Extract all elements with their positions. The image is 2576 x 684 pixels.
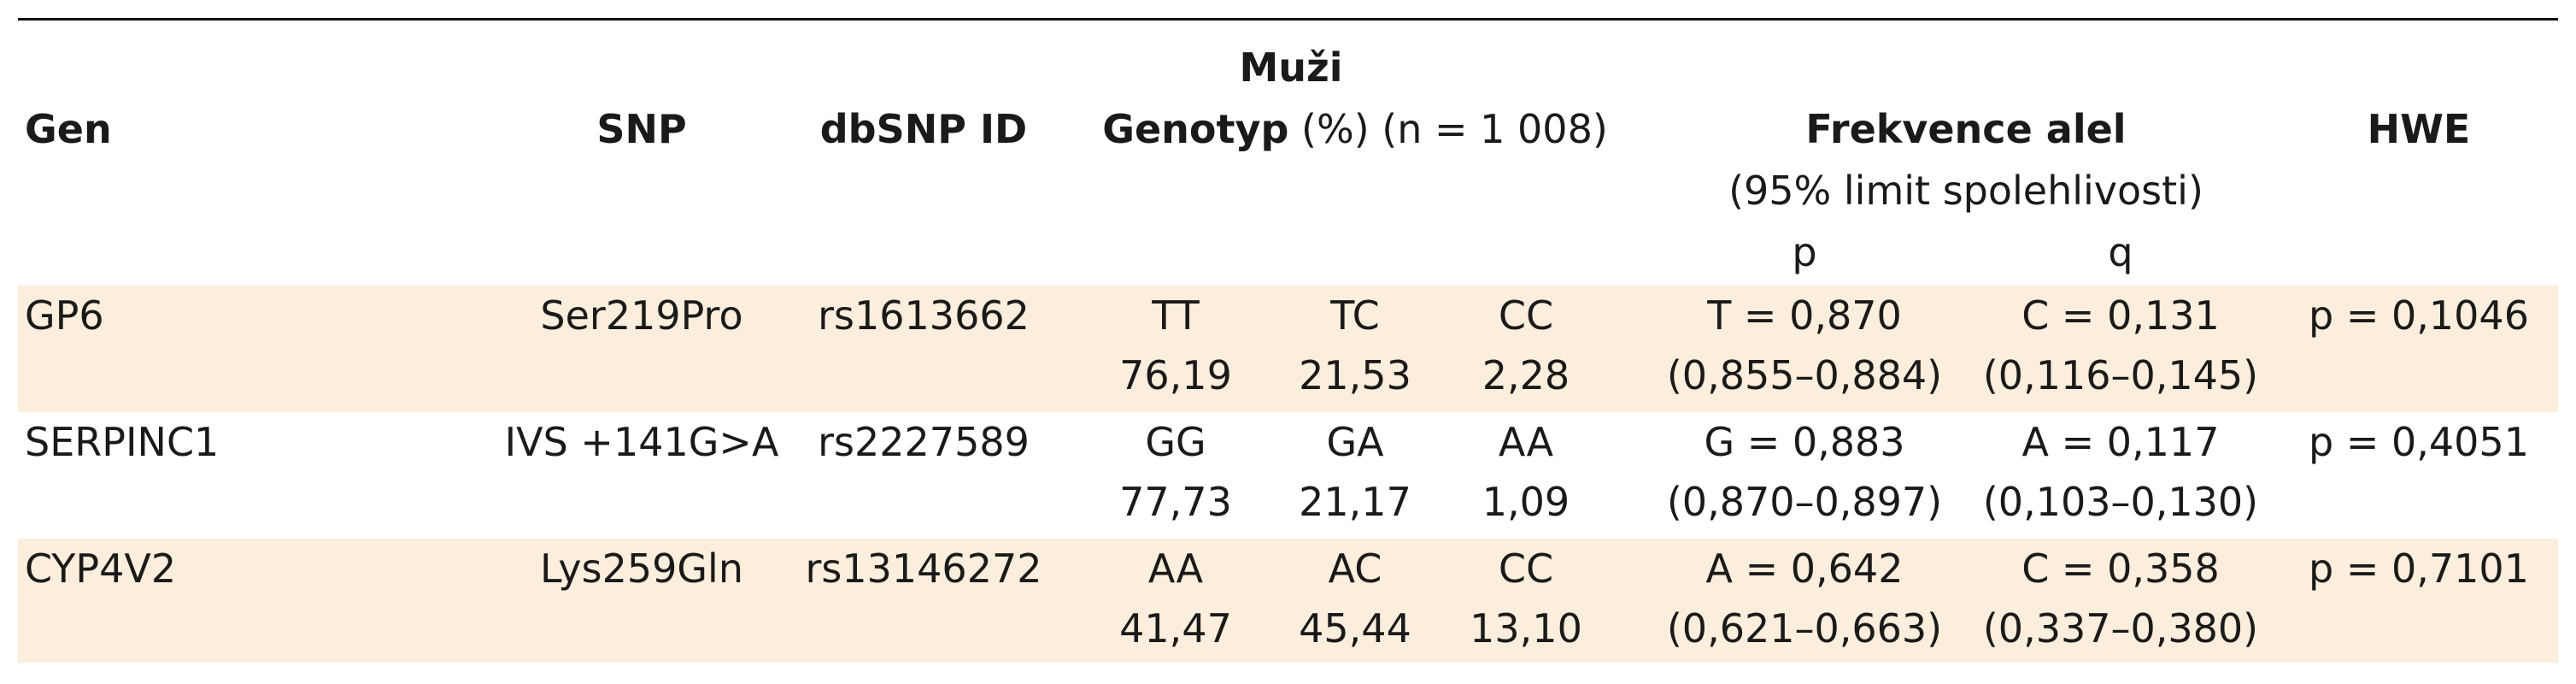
row-genotype-3: AA [1498,419,1554,465]
row-genotype-1-pct: 76,19 [1119,352,1232,398]
row-hwe: p = 0,4051 [2309,419,2529,465]
header-dbsnp: dbSNP ID [819,106,1028,152]
header-p: p [1792,229,1817,275]
row-genotype-1-pct: 77,73 [1119,479,1232,525]
header-genotyp: Genotyp (%) (n = 1 008) [1090,99,1620,159]
header-frekvence: Frekvence alel [1805,106,2127,152]
row-q-ci: (0,116–0,145) [1982,352,2259,398]
header-snp: SNP [596,106,687,152]
row-genotype-2: TC [1330,292,1380,339]
genotype-table: Muži Gen SNP dbSNP ID Genotyp (%) (n = 1… [18,18,2558,663]
row-genotype-1: GG [1145,419,1206,465]
row-genotype-1-pct: 41,47 [1119,605,1232,652]
row-gen: CYP4V2 [25,545,177,592]
row-snp: Lys259Gln [540,545,743,592]
row-snp: Ser219Pro [540,292,743,339]
header-genotyp-count: (%) (n = 1 008) [1288,106,1608,152]
row-genotype-1: TT [1152,292,1200,339]
row-q-value: A = 0,117 [2021,419,2220,465]
row-genotype-3-pct: 1,09 [1482,479,1570,525]
row-genotype-3: CC [1498,292,1554,339]
row-q-ci: (0,103–0,130) [1982,479,2259,525]
row-genotype-3-pct: 2,28 [1482,352,1570,398]
row-genotype-1: AA [1147,545,1204,592]
row-genotype-2-pct: 21,53 [1299,352,1411,398]
table-header: Muži Gen SNP dbSNP ID Genotyp (%) (n = 1… [18,21,2558,277]
row-genotype-3-pct: 13,10 [1470,605,1582,652]
table-row: SERPINC1 IVS +141G>A rs2227589 GG GA AA … [18,412,2558,539]
row-genotype-2: GA [1326,419,1384,465]
row-hwe: p = 0,1046 [2309,292,2529,339]
row-p-ci: (0,621–0,663) [1666,605,1943,652]
row-genotype-2-pct: 21,17 [1299,479,1411,525]
row-genotype-2-pct: 45,44 [1299,605,1411,652]
row-genotype-2: AC [1328,545,1382,592]
row-p-ci: (0,855–0,884) [1666,352,1943,398]
row-hwe: p = 0,7101 [2309,545,2529,592]
row-snp: IVS +141G>A [504,419,779,465]
table-row: CYP4V2 Lys259Gln rs13146272 AA AC CC 41,… [18,539,2558,663]
row-gen: SERPINC1 [25,419,220,465]
header-hwe: HWE [2367,106,2471,152]
row-q-value: C = 0,358 [2021,545,2220,592]
row-q-ci: (0,337–0,380) [1982,605,2259,652]
row-p-value: T = 0,870 [1707,292,1902,339]
row-p-ci: (0,870–0,897) [1666,479,1943,525]
row-q-value: C = 0,131 [2021,292,2220,339]
header-gen: Gen [25,106,112,152]
row-p-value: G = 0,883 [1704,419,1905,465]
header-q: q [2108,229,2133,275]
header-frekvence-sub: (95% limit spolehlivosti) [1728,168,2203,214]
row-dbsnp: rs13146272 [805,545,1042,592]
row-p-value: A = 0,642 [1705,545,1904,592]
table-row: GP6 Ser219Pro rs1613662 TT TC CC 76,19 2… [18,286,2558,412]
row-genotype-3: CC [1498,545,1554,592]
row-dbsnp: rs1613662 [818,292,1030,339]
group-label: Muži [1239,44,1343,91]
row-dbsnp: rs2227589 [818,419,1030,465]
header-genotyp-label: Genotyp [1102,106,1289,152]
row-gen: GP6 [25,292,104,339]
